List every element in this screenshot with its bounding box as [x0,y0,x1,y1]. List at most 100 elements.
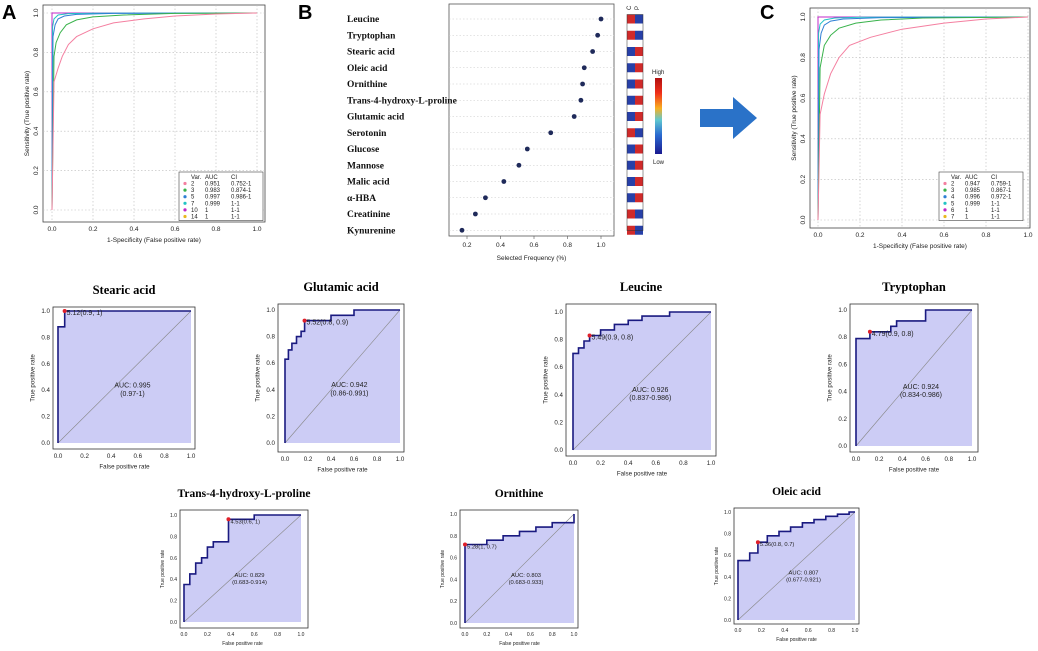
heatmap-cell-c [627,160,635,170]
chart-title: Trans-4-hydroxy-L-proline [178,488,311,500]
y-tick-label: 0.0 [33,205,40,214]
cutoff-label: 5.12(0.9, 1) [67,310,103,317]
chart-title: Leucine [620,280,663,294]
metabolite-label: Oleic acid [347,64,388,74]
y-tick-label: 0.6 [838,361,847,368]
heatmap-cell-p [635,112,643,121]
y-tick-label: 0.4 [838,389,847,396]
frequency-dot [590,49,596,54]
x-tick-label: 0.2 [758,628,765,634]
heatmap-cell-c [627,14,635,24]
roc-tryptophan: Tryptophan 0.0 0.0 0.2 0.2 0.4 0.4 0.6 0.6 0.8 0.8… [827,280,979,473]
heat-header-c: C [627,5,633,10]
roc-curve [183,514,301,622]
roc-curve [572,311,711,450]
heatmap-cell-p [635,79,643,89]
x-tick-label: 0.0 [462,632,469,638]
chart-title: Tryptophan [882,280,946,294]
heatmap-cell-p [635,144,643,154]
legend-marker [943,201,947,205]
legend-marker [183,208,187,212]
legend-var: 4 [951,195,955,201]
x-axis-label: False positive rate [222,641,263,647]
legend-box [178,171,264,221]
legend-box [938,171,1024,221]
x-tick-label: 0.8 [211,226,220,233]
legend-ci: 0.874-1 [231,188,252,194]
legend-auc: 0.999 [205,201,221,207]
legend-auc: 0.996 [965,195,981,201]
x-tick-label: 0.4 [327,456,336,463]
heatmap-cell-c [627,47,635,56]
x-tick-label: 0.6 [529,242,538,249]
x-tick-label: 0.2 [483,632,490,638]
y-tick-label: 0.0 [170,620,177,626]
legend-var: 14 [191,215,198,221]
x-axis-label: Selected Frequency (%) [497,255,567,262]
cutoff-label: 4.79(0.9, 0.8) [872,331,914,338]
y-axis-label: True positive rate [543,356,550,404]
legend-ci: 1-1 [991,208,1000,214]
ci-label: (0.834-0.986) [900,392,942,399]
y-tick-label: 0.2 [800,175,807,184]
x-tick-label: 0.2 [855,232,864,239]
frequency-dot [483,195,488,201]
y-tick-label: 0.6 [800,93,807,102]
y-tick-label: 0.2 [724,596,731,602]
frequency-dot [571,114,577,119]
ci-label: (0.97-1) [120,391,145,398]
heatmap-cell-c [627,95,635,105]
legend-ci: 0.986-1 [231,195,252,201]
legend-ci: 1-1 [991,201,1000,207]
y-tick-label: 0.0 [800,215,807,224]
heat-header-p: P [635,6,641,10]
roc-series-line [51,12,258,211]
metabolite-label: Malic acid [347,178,390,188]
y-tick-label: 0.8 [170,534,177,540]
x-tick-label: 0.8 [563,242,572,249]
ci-label: (0.86-0.991) [330,390,368,397]
y-tick-label: 0.0 [724,618,731,624]
x-axis-label: False positive rate [617,470,668,477]
legend-marker [943,188,947,192]
legend-header: Var. [191,175,202,181]
y-tick-label: 0.8 [554,337,563,344]
auc-label: AUC: 0.926 [632,387,668,394]
heatmap-cell-c [627,30,635,40]
legend-header: Var. [951,175,962,181]
metabolite-label: Tryptophan [347,31,396,41]
heatmap-cell-c [627,177,635,186]
legend-auc: 0.983 [205,188,221,194]
scale-high-label: High [652,70,664,76]
x-tick-label: 0.2 [875,456,884,463]
cutoff-label: 5.28(1, 0.7) [467,545,497,551]
heatmap-cell-c [627,209,635,219]
y-axis-label: True positive rate [714,547,720,586]
heatmap-cell-p [635,95,643,105]
legend-auc: 1 [965,208,969,214]
y-tick-label: 1.0 [41,308,50,315]
roc-curve [464,514,575,623]
legend-var: 7 [951,215,955,221]
cutoff-point [755,540,760,545]
auc-label: AUC: 0.942 [331,382,367,389]
heatmap-frame [626,14,644,231]
scale-low-label: Low [653,160,665,166]
y-axis-label: True positive rate [827,354,834,402]
heatmap-cell-p [635,47,643,56]
x-axis-label: False positive rate [889,466,940,473]
heatmap-cell-p [635,128,643,138]
y-tick-label: 0.8 [838,334,847,341]
roc-curve [855,309,972,446]
x-tick-label: 1.0 [187,453,196,460]
cutoff-point [302,318,307,323]
y-tick-label: 0.4 [33,126,40,135]
y-tick-label: 0.4 [450,577,457,583]
right-arrow-icon [700,97,757,139]
diagonal-reference [855,309,973,447]
panel-label-a: A [2,2,16,24]
x-tick-label: 1.0 [396,456,405,463]
x-tick-label: 0.8 [828,628,835,634]
y-tick-label: 1.0 [170,513,177,519]
panel-label-b: B [298,2,312,24]
